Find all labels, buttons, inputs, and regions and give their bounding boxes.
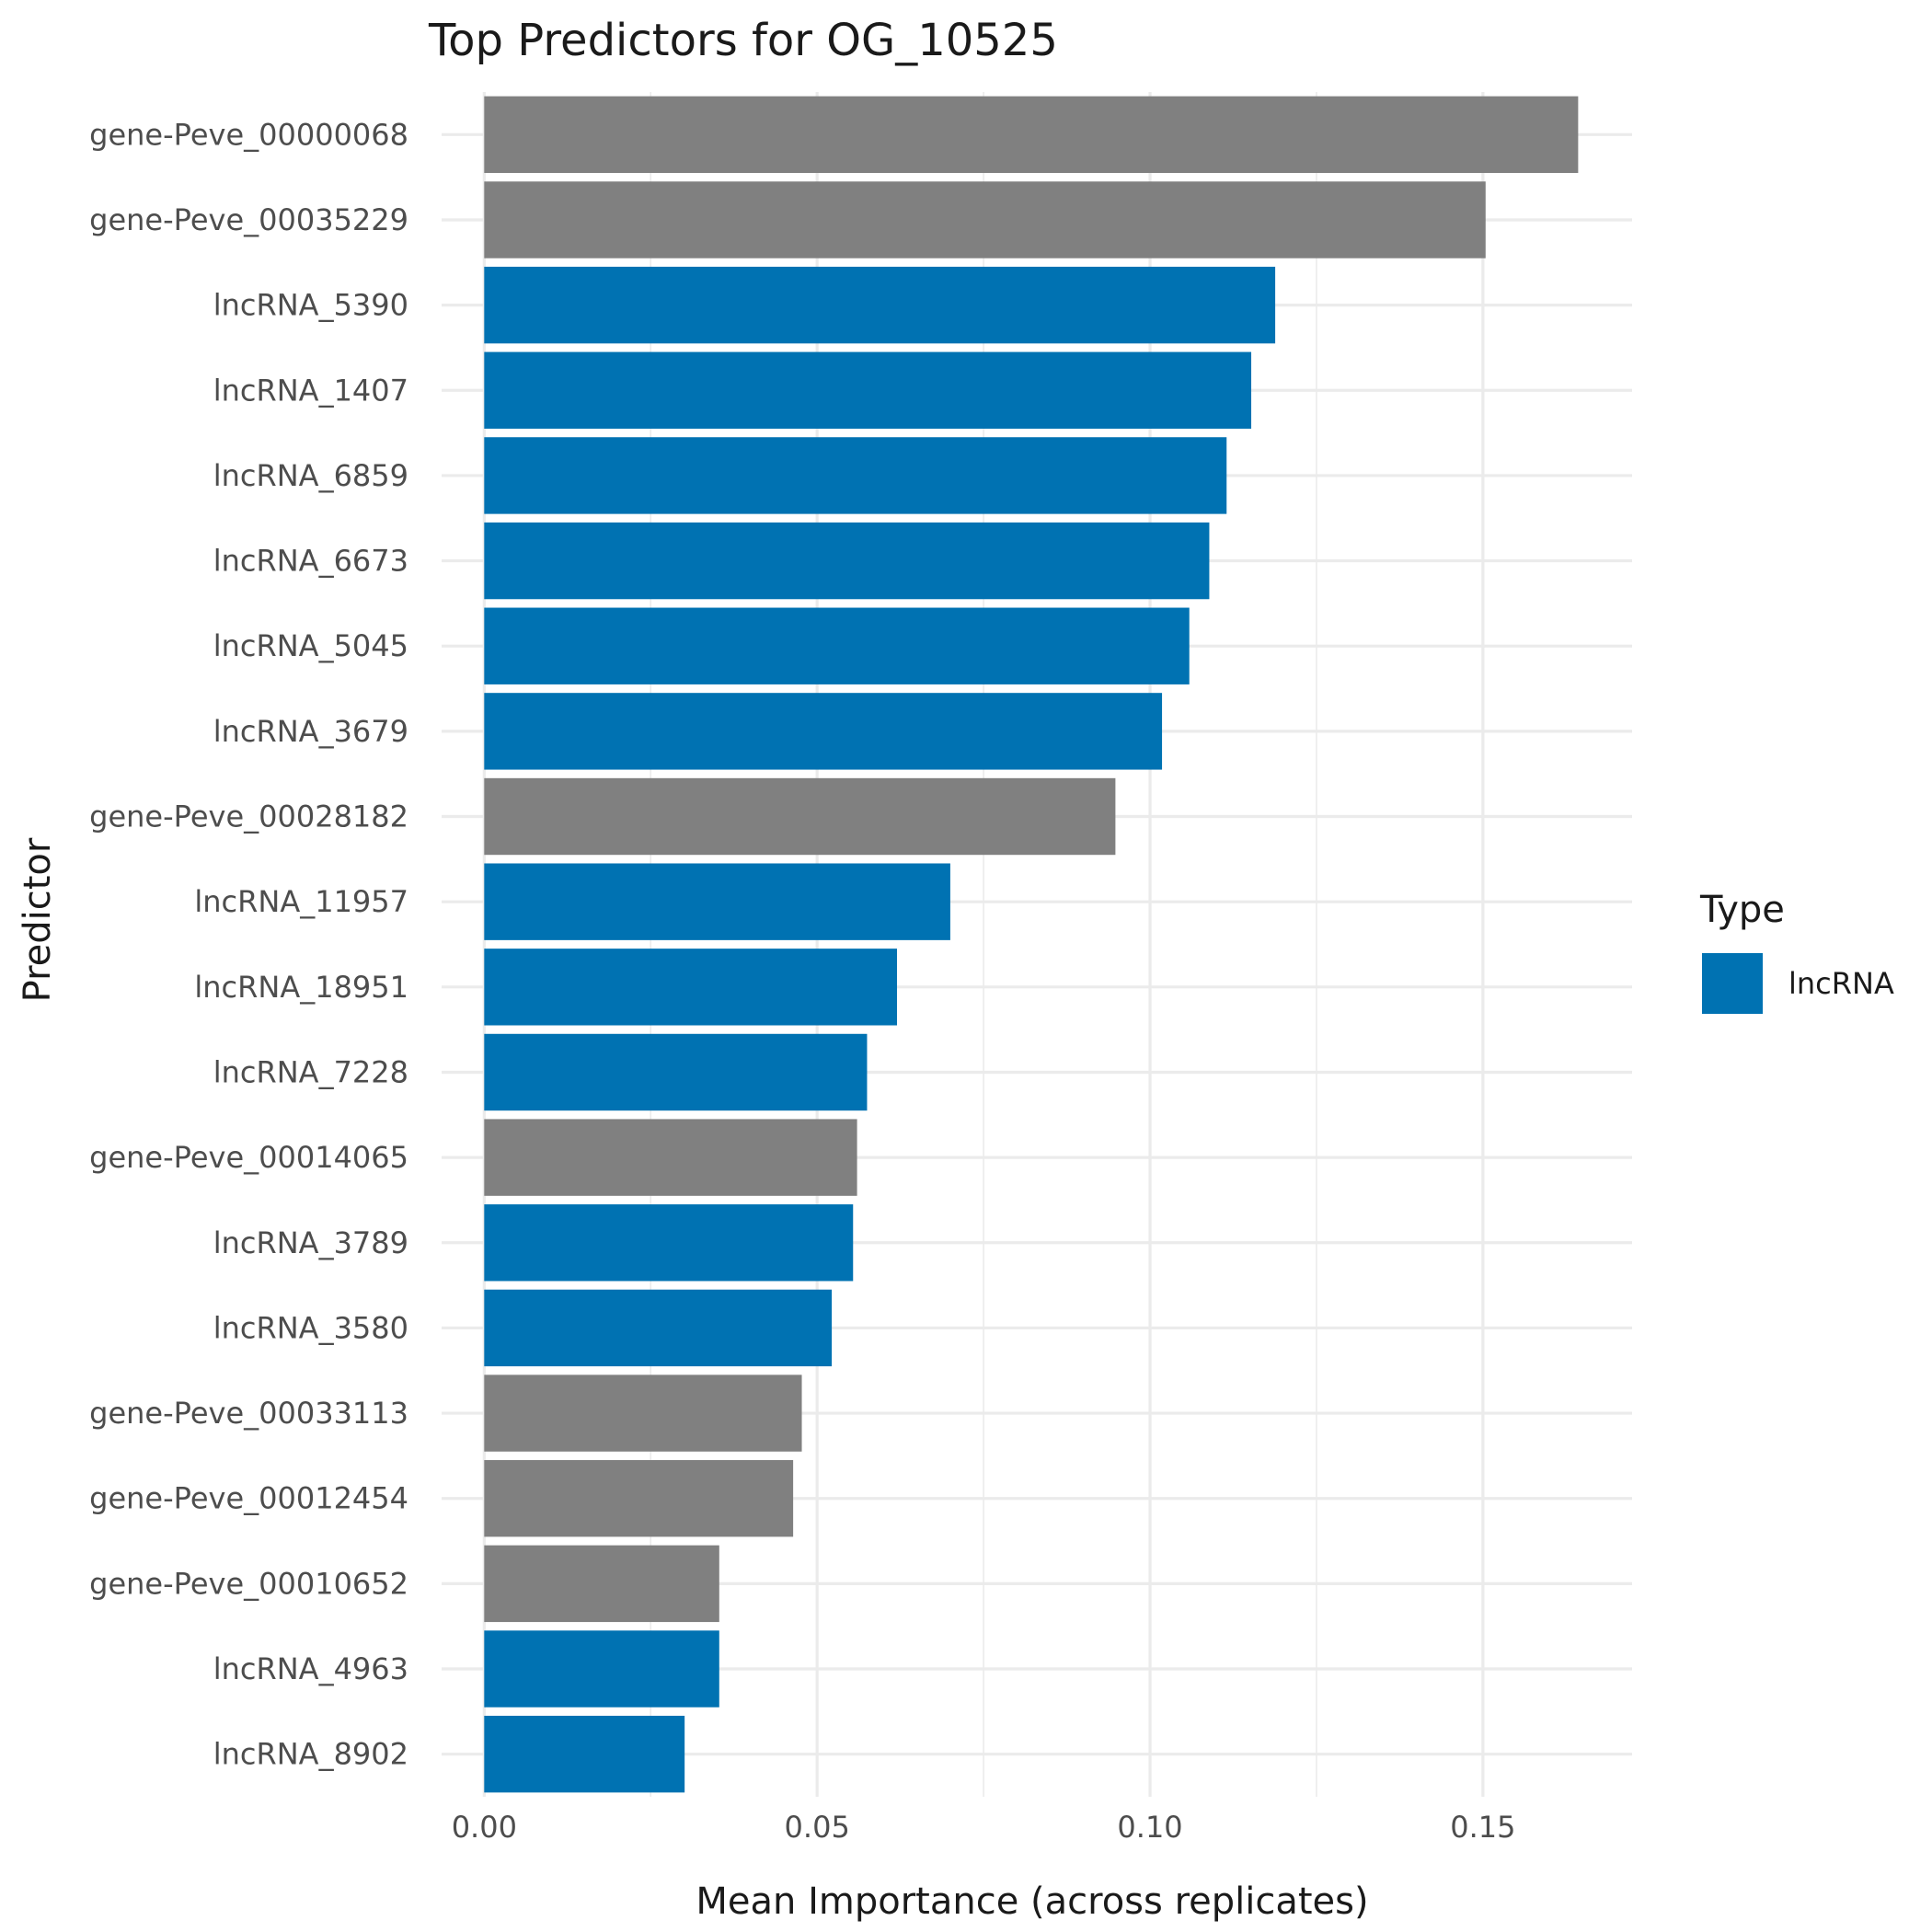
y-tick-labels: gene-Peve_00000068 gene-Peve_00035229 lncR… (89, 117, 408, 1771)
y-tick-label: gene-Peve_00014065 (89, 1140, 408, 1175)
bar-lncRNA_6859 (484, 437, 1227, 514)
bar-gene-Peve_00033113 (484, 1374, 802, 1452)
x-tick-label: 0.05 (785, 1810, 850, 1845)
y-tick-label: lncRNA_3789 (213, 1225, 408, 1260)
y-tick-label: gene-Peve_00000068 (89, 117, 408, 152)
bars (484, 96, 1579, 1793)
bar-lncRNA_7228 (484, 1033, 868, 1111)
y-tick-label: lncRNA_11957 (194, 884, 408, 919)
y-tick-label: lncRNA_1407 (213, 373, 408, 408)
bar-lncRNA_3679 (484, 693, 1163, 770)
y-tick-label: lncRNA_5045 (213, 628, 408, 663)
y-tick-label: lncRNA_18951 (194, 970, 408, 1005)
legend-swatch-lncrna (1702, 953, 1763, 1014)
bar-gene-Peve_00014065 (484, 1119, 857, 1196)
x-tick-label: 0.10 (1117, 1810, 1182, 1845)
bar-gene-Peve_00010652 (484, 1545, 719, 1623)
y-tick-label: lncRNA_5390 (213, 288, 408, 323)
y-tick-label: gene-Peve_00012454 (89, 1481, 408, 1516)
bar-gene-Peve_00012454 (484, 1460, 794, 1537)
y-tick-label: gene-Peve_00033113 (89, 1396, 408, 1431)
y-tick-label: lncRNA_6859 (213, 458, 408, 493)
bar-lncRNA_3789 (484, 1204, 854, 1282)
legend-title: Type (1699, 889, 1785, 931)
bar-lncRNA_8902 (484, 1715, 685, 1793)
y-tick-label: lncRNA_4963 (213, 1651, 408, 1686)
bar-lncRNA_3580 (484, 1289, 833, 1367)
y-tick-label: lncRNA_3580 (213, 1310, 408, 1345)
y-axis-title: Predictor (17, 837, 59, 1002)
x-tick-label: 0.15 (1450, 1810, 1515, 1845)
bar-lncRNA_1407 (484, 351, 1252, 429)
y-tick-label: gene-Peve_00010652 (89, 1566, 408, 1601)
x-tick-labels: 0.00 0.05 0.10 0.15 (452, 1810, 1516, 1845)
bar-lncRNA_11957 (484, 863, 950, 940)
y-tick-label: lncRNA_6673 (213, 544, 408, 579)
y-tick-label: gene-Peve_00028182 (89, 799, 408, 834)
bar-gene-Peve_00035229 (484, 181, 1486, 259)
bar-lncRNA_5045 (484, 607, 1190, 684)
bar-gene-Peve_00000068 (484, 96, 1579, 174)
bar-lncRNA_6673 (484, 522, 1210, 600)
x-axis-title: Mean Importance (across replicates) (696, 1880, 1368, 1923)
y-tick-label: lncRNA_7228 (213, 1054, 408, 1089)
bar-gene-Peve_00028182 (484, 777, 1116, 856)
x-tick-label: 0.00 (452, 1810, 517, 1845)
bar-lncRNA_18951 (484, 949, 898, 1026)
chart-title: Top Predictors for OG_10525 (428, 15, 1058, 66)
legend: Type lncRNA (1699, 889, 1894, 1014)
y-tick-label: lncRNA_3679 (213, 714, 408, 749)
bar-lncRNA_4963 (484, 1630, 719, 1708)
y-tick-label: gene-Peve_00035229 (89, 202, 408, 237)
legend-label-lncrna: lncRNA (1788, 966, 1894, 1001)
bar-lncRNA_5390 (484, 266, 1276, 344)
y-tick-label: lncRNA_8902 (213, 1737, 408, 1772)
